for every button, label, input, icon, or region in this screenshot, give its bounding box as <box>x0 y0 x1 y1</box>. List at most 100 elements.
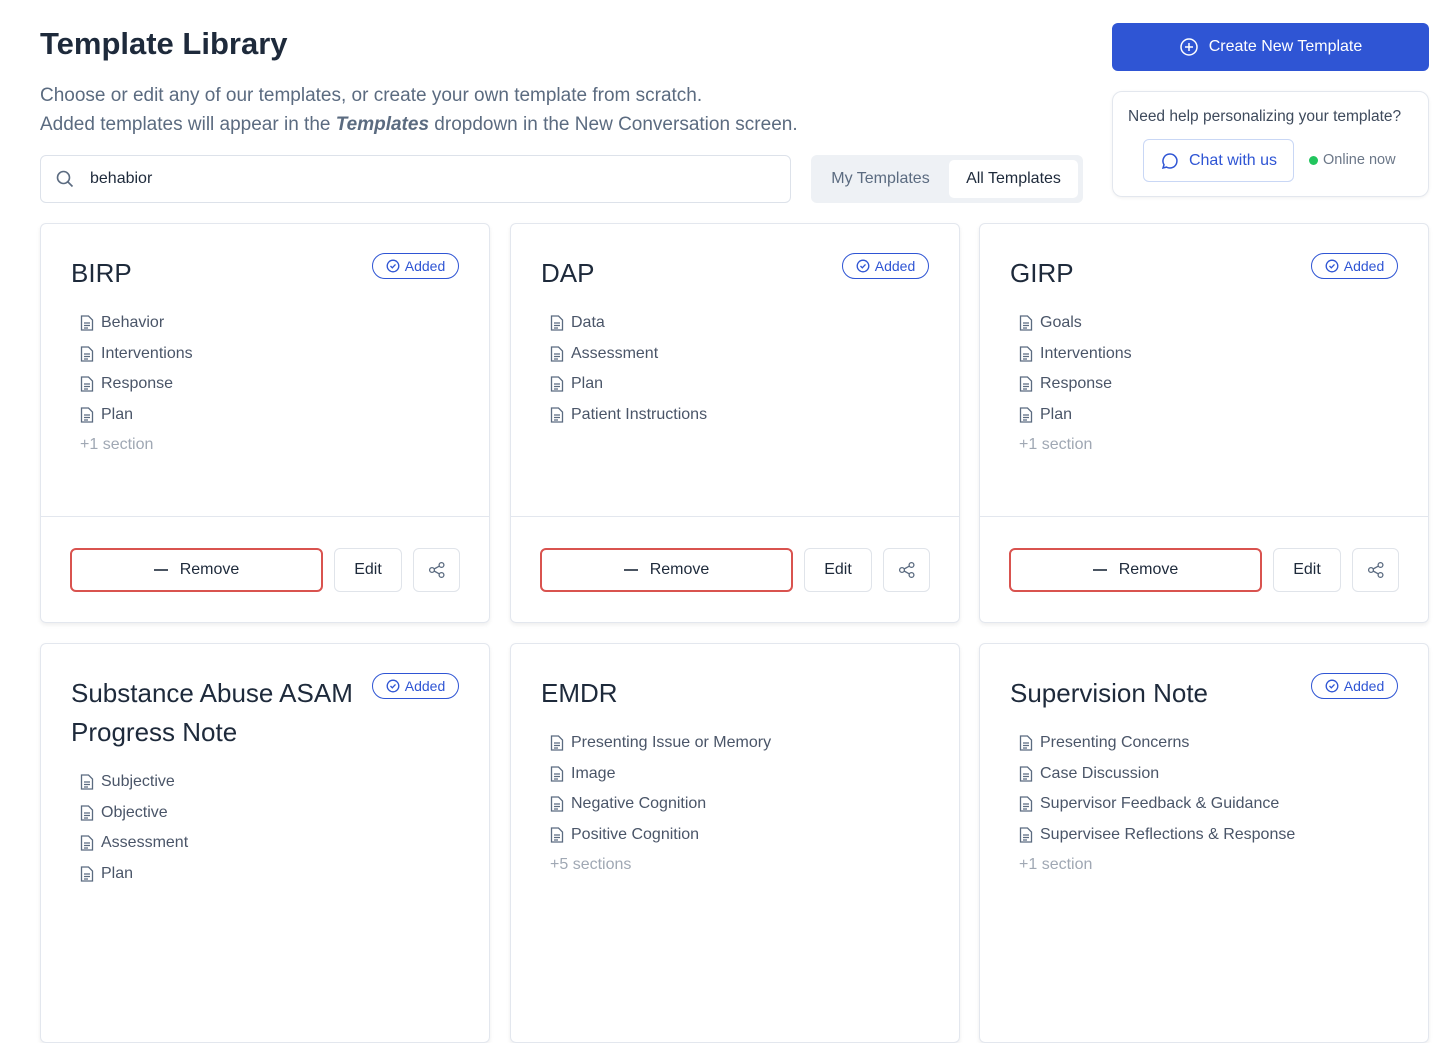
card-footer: Remove Edit <box>511 516 959 623</box>
section-name: Interventions <box>1040 344 1132 362</box>
section-list: Behavior Interventions Response Plan <box>71 308 459 430</box>
subtitle-text: Added templates will appear in the <box>40 114 336 135</box>
online-status: Online now <box>1309 152 1396 168</box>
template-card: GIRP Added Goals Interventions Response Plan +… <box>979 223 1429 623</box>
card-footer: Remove Edit <box>980 516 1428 623</box>
section-name: Presenting Issue or Memory <box>571 734 772 752</box>
search-box[interactable]: behabior <box>40 155 791 203</box>
more-sections: +1 section <box>1019 436 1093 454</box>
section-item: Assessment <box>80 828 459 859</box>
document-icon <box>1019 346 1033 362</box>
section-item: Supervisee Reflections & Response <box>1019 820 1398 851</box>
section-item: Assessment <box>550 339 929 370</box>
section-list: Subjective Objective Assessment Plan <box>71 767 459 889</box>
document-icon <box>1019 315 1033 331</box>
minus-icon <box>153 569 168 571</box>
section-name: Patient Instructions <box>571 405 708 423</box>
plus-icon <box>1179 38 1198 56</box>
section-item: Objective <box>80 798 459 829</box>
check-icon <box>386 259 400 273</box>
section-item: Plan <box>1019 400 1398 431</box>
document-icon <box>550 315 564 331</box>
tabs: My Templates All Templates <box>811 155 1083 203</box>
section-name: Positive Cognition <box>571 825 700 843</box>
chat-icon <box>1161 152 1178 169</box>
share-icon <box>428 561 446 579</box>
section-item: Interventions <box>80 339 459 370</box>
card-title: Substance Abuse ASAM Progress Note <box>71 678 353 747</box>
minus-icon <box>1092 569 1107 571</box>
document-icon <box>550 827 564 843</box>
edit-label: Edit <box>824 561 852 578</box>
remove-button[interactable]: Remove <box>1009 548 1262 592</box>
section-name: Interventions <box>101 344 193 362</box>
remove-label: Remove <box>649 561 710 578</box>
status-text: Online now <box>1323 152 1396 168</box>
document-icon <box>80 866 94 882</box>
share-button[interactable] <box>883 548 930 592</box>
section-name: Assessment <box>101 834 189 852</box>
more-sections: +5 sections <box>550 856 632 874</box>
remove-button[interactable]: Remove <box>540 548 793 592</box>
share-icon <box>1367 561 1385 579</box>
section-name: Negative Cognition <box>571 795 707 813</box>
share-button[interactable] <box>413 548 460 592</box>
page-title: Template Library <box>40 26 288 61</box>
badge-label: Added <box>404 258 446 274</box>
document-icon <box>80 835 94 851</box>
section-item: Plan <box>550 369 929 400</box>
create-label: Create New Template <box>1208 38 1363 55</box>
document-icon <box>1019 766 1033 782</box>
card-title: BIRP <box>71 258 132 288</box>
section-list: Data Assessment Plan Patient Instructions <box>541 308 929 430</box>
section-item: Goals <box>1019 308 1398 339</box>
page: {"header": {"title": "Template Library",… <box>40 23 1429 1043</box>
edit-button[interactable]: Edit <box>804 548 872 592</box>
section-name: Supervisor Feedback & Guidance <box>1040 795 1280 813</box>
document-icon <box>80 407 94 423</box>
tab[interactable]: My Templates <box>831 170 930 187</box>
section-item: Supervisor Feedback & Guidance <box>1019 789 1398 820</box>
section-name: Presenting Concerns <box>1040 734 1190 752</box>
subtitle: Added templates will appear in the Templ… <box>40 114 798 136</box>
section-name: Image <box>571 764 616 782</box>
create-button[interactable]: Create New Template <box>1112 23 1429 71</box>
more-sections: +1 section <box>80 436 154 454</box>
card-title: EMDR <box>541 678 618 708</box>
template-card: Supervision Note Added Presenting Concerns… <box>979 643 1429 1043</box>
help-text: Need help personalizing your template? <box>1128 108 1402 125</box>
section-name: Behavior <box>101 314 165 332</box>
section-list: Goals Interventions Response Plan <box>1010 308 1398 430</box>
tab[interactable]: All Templates <box>949 160 1078 198</box>
badge-label: Added <box>404 678 446 694</box>
added-badge: Added <box>1311 253 1398 279</box>
section-name: Supervisee Reflections & Response <box>1040 825 1296 843</box>
card-title: GIRP <box>1010 258 1074 288</box>
search-icon <box>56 170 74 188</box>
chat-button[interactable]: Chat with us <box>1143 139 1294 182</box>
template-card: DAP Added Data Assessment Plan Patient Instru… <box>510 223 960 623</box>
document-icon <box>550 766 564 782</box>
edit-button[interactable]: Edit <box>1273 548 1341 592</box>
check-icon <box>856 259 870 273</box>
template-card: EMDR Presenting Issue or Memory Image Negat… <box>510 643 960 1043</box>
section-name: Response <box>1040 375 1113 393</box>
share-icon <box>898 561 916 579</box>
edit-button[interactable]: Edit <box>334 548 402 592</box>
document-icon <box>1019 735 1033 751</box>
badge-label: Added <box>1343 258 1385 274</box>
document-icon <box>550 407 564 423</box>
section-list: Presenting Issue or Memory Image Negative … <box>541 728 929 850</box>
section-item: Case Discussion <box>1019 759 1398 790</box>
subtitle: Choose or edit any of our templates, or … <box>40 85 703 106</box>
card-title: DAP <box>541 258 595 288</box>
added-badge: Added <box>1311 673 1398 699</box>
badge-label: Added <box>1343 678 1385 694</box>
section-item: Response <box>1019 369 1398 400</box>
remove-button[interactable]: Remove <box>70 548 323 592</box>
card-footer: Remove Edit <box>41 516 489 623</box>
document-icon <box>80 376 94 392</box>
section-item: Negative Cognition <box>550 789 929 820</box>
section-item: Subjective <box>80 767 459 798</box>
share-button[interactable] <box>1352 548 1399 592</box>
